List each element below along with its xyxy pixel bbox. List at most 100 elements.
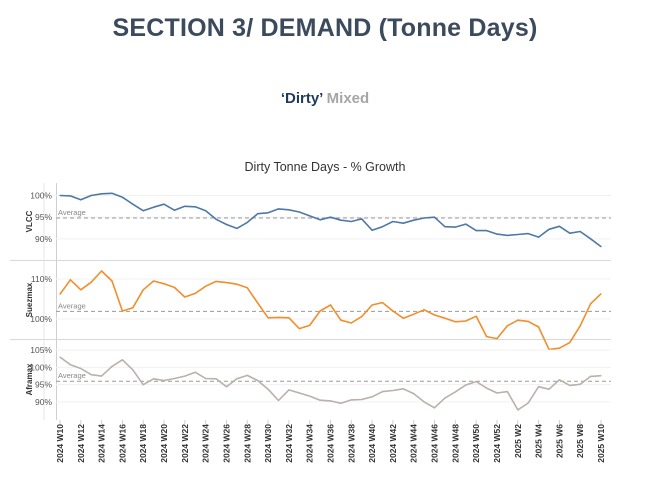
data-point-suezmax (329, 304, 332, 306)
data-point-suezmax (59, 293, 61, 295)
data-point-suezmax (558, 347, 560, 349)
data-point-vlcc (361, 218, 363, 220)
data-point-vlcc (236, 227, 238, 230)
data-point-vlcc (589, 238, 592, 240)
data-point-suezmax (319, 310, 321, 312)
data-point-aframax (205, 377, 207, 380)
data-point-aframax (236, 378, 238, 380)
x-tick-label: 2024 W12 (76, 424, 86, 463)
data-point-vlcc (485, 230, 488, 232)
data-point-suezmax (194, 292, 196, 294)
data-point-vlcc (506, 234, 508, 236)
data-point-aframax (90, 374, 92, 376)
data-point-suezmax (90, 281, 92, 283)
data-point-suezmax (600, 293, 602, 295)
y-tick-label: 90% (35, 397, 52, 407)
data-point-suezmax (485, 336, 488, 338)
data-point-suezmax (257, 302, 259, 304)
data-point-aframax (298, 392, 300, 394)
data-point-aframax (600, 375, 602, 377)
data-point-suezmax (340, 319, 342, 321)
data-point-suezmax (527, 320, 529, 322)
data-point-aframax (163, 379, 165, 382)
data-point-suezmax (173, 286, 176, 288)
data-point-suezmax (111, 280, 113, 282)
data-point-aframax (132, 369, 134, 371)
data-point-vlcc (132, 203, 134, 205)
data-point-aframax (371, 396, 373, 398)
data-point-vlcc (267, 212, 269, 214)
data-point-suezmax (215, 280, 217, 282)
data-point-suezmax (350, 322, 352, 324)
data-point-aframax (392, 389, 394, 392)
data-point-vlcc (537, 236, 540, 238)
data-point-suezmax (371, 304, 373, 306)
data-point-aframax (485, 387, 488, 389)
data-point-vlcc (579, 230, 581, 233)
data-point-suezmax (309, 324, 311, 326)
x-tick-label: 2025 W2 (513, 424, 523, 458)
data-point-aframax (454, 391, 456, 393)
data-point-vlcc (69, 195, 72, 197)
x-tick-label: 2024 W46 (430, 424, 440, 463)
data-point-vlcc (194, 206, 196, 208)
x-tick-label: 2025 W10 (596, 424, 606, 463)
data-point-suezmax (475, 315, 477, 317)
data-point-vlcc (121, 196, 124, 198)
data-point-suezmax (423, 309, 425, 311)
data-point-suezmax (506, 325, 508, 327)
x-tick-label: 2024 W52 (492, 424, 502, 463)
x-tick-label: 2024 W38 (346, 424, 356, 463)
data-point-aframax (433, 407, 436, 409)
data-point-suezmax (153, 280, 155, 282)
data-point-suezmax (288, 317, 290, 319)
data-point-aframax (423, 401, 425, 403)
y-tick-label: 100% (30, 314, 52, 324)
x-tick-label: 2024 W50 (471, 424, 481, 463)
data-point-suezmax (121, 310, 124, 312)
data-point-vlcc (517, 233, 519, 236)
x-tick-label: 2024 W36 (326, 424, 336, 463)
data-point-aframax (579, 383, 581, 385)
data-point-suezmax (433, 314, 436, 316)
data-point-suezmax (402, 317, 404, 319)
data-point-vlcc (298, 211, 300, 213)
data-point-vlcc (101, 193, 103, 195)
panel-label-suezmax: Suezmax (25, 282, 34, 317)
data-point-vlcc (548, 228, 550, 230)
data-point-vlcc (90, 194, 92, 197)
data-point-suezmax (246, 287, 248, 289)
subtitle-mixed: Mixed (326, 90, 370, 107)
data-point-aframax (225, 386, 228, 388)
data-point-suezmax (589, 303, 592, 305)
data-point-vlcc (454, 226, 456, 228)
data-point-aframax (350, 399, 352, 401)
data-point-aframax (142, 384, 144, 386)
data-point-vlcc (153, 206, 155, 208)
data-point-suezmax (537, 326, 540, 328)
data-point-vlcc (215, 218, 217, 220)
data-point-suezmax (225, 282, 228, 284)
data-point-vlcc (184, 205, 186, 207)
data-point-suezmax (132, 307, 134, 309)
data-point-suezmax (361, 316, 363, 318)
data-point-aframax (340, 402, 342, 404)
data-point-aframax (288, 389, 290, 391)
data-point-aframax (59, 356, 61, 358)
data-point-vlcc (569, 232, 571, 234)
data-point-aframax (548, 388, 550, 390)
average-label: Average (58, 371, 86, 380)
data-point-suezmax (163, 283, 165, 285)
series-line-suezmax (59, 270, 602, 351)
x-tick-label: 2025 W4 (534, 424, 544, 458)
data-point-aframax (402, 388, 404, 390)
data-point-aframax (80, 367, 82, 370)
data-point-vlcc (225, 223, 228, 226)
data-point-suezmax (80, 289, 82, 291)
data-point-aframax (527, 402, 529, 404)
data-point-suezmax (392, 310, 394, 312)
data-point-vlcc (142, 210, 144, 212)
data-point-vlcc (392, 220, 394, 223)
data-point-aframax (319, 399, 321, 401)
x-tick-label: 2024 W24 (201, 424, 211, 463)
